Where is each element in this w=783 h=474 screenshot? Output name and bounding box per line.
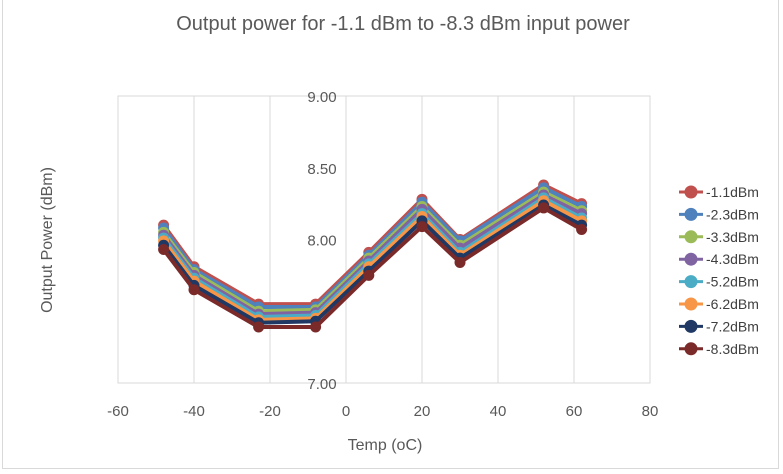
legend-label: -5.2dBm: [706, 274, 759, 290]
legend-label: -1.1dBm: [706, 184, 759, 200]
x-tick-label: 20: [414, 403, 431, 420]
legend-item: -1.1dBm: [679, 184, 759, 200]
y-tick-label: 7.00: [307, 376, 336, 393]
x-tick-label: -60: [107, 403, 129, 420]
x-tick-labels: -60 -40 -20 0 20 40 60 80: [107, 403, 658, 420]
x-tick-label: 60: [566, 403, 583, 420]
legend-label: -2.3dBm: [706, 206, 759, 222]
legend-item: -3.3dBm: [679, 229, 759, 245]
series-layer: [158, 179, 588, 333]
data-point: [363, 269, 375, 281]
legend-marker: [684, 275, 698, 289]
legend-item: -5.2dBm: [679, 274, 759, 290]
x-tick-label: -40: [183, 403, 205, 420]
y-axis-title: Output Power (dBm): [39, 167, 56, 313]
data-point: [454, 256, 466, 268]
data-point: [416, 221, 428, 233]
x-tick-label: -20: [259, 403, 281, 420]
legend-marker: [684, 230, 698, 244]
legend-label: -8.3dBm: [706, 341, 759, 357]
y-tick-label: 8.00: [307, 233, 336, 250]
series: [158, 202, 588, 333]
legend-item: -7.2dBm: [679, 318, 759, 334]
chart-title: Output power for -1.1 dBm to -8.3 dBm in…: [176, 13, 630, 35]
legend-item: -2.3dBm: [679, 206, 759, 222]
legend-marker: [684, 297, 698, 311]
data-point: [158, 244, 170, 256]
y-tick-label: 9.00: [307, 89, 336, 106]
legend-marker: [684, 319, 698, 333]
data-point: [576, 223, 588, 235]
legend-marker: [684, 252, 698, 266]
data-point: [188, 284, 200, 296]
legend-item: -4.3dBm: [679, 251, 759, 267]
legend-marker: [684, 207, 698, 221]
legend-marker: [684, 342, 698, 356]
legend-label: -4.3dBm: [706, 251, 759, 267]
legend: -1.1dBm -2.3dBm -3.3dBm -4.3dBm -5.2dBm -6.2d…: [679, 184, 759, 357]
y-tick-label: 8.50: [307, 161, 336, 178]
legend-item: -8.3dBm: [679, 341, 759, 357]
x-axis-title: Temp (oC): [348, 437, 423, 454]
x-tick-label: 0: [342, 403, 350, 420]
legend-label: -3.3dBm: [706, 229, 759, 245]
data-point: [310, 321, 322, 333]
legend-label: -6.2dBm: [706, 296, 759, 312]
legend-item: -6.2dBm: [679, 296, 759, 312]
legend-marker: [684, 185, 698, 199]
y-tick-labels: 7.00 8.00 8.50 9.00: [307, 89, 336, 393]
legend-label: -7.2dBm: [706, 318, 759, 334]
data-point: [538, 202, 550, 214]
x-tick-label: 40: [490, 403, 507, 420]
x-tick-label: 80: [642, 403, 659, 420]
data-point: [253, 321, 265, 333]
